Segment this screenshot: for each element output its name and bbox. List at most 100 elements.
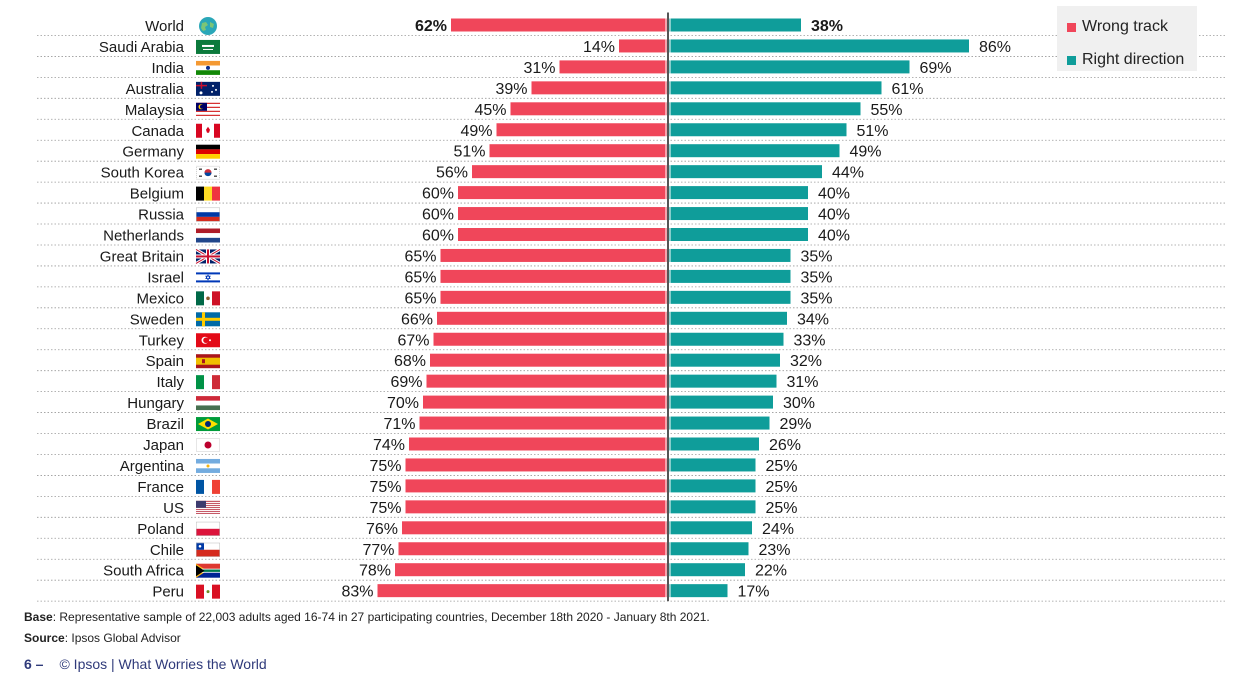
value-label-wrong-sweden: 66% xyxy=(401,311,433,328)
value-label-right-sweden: 34% xyxy=(797,311,829,328)
flag-part xyxy=(202,44,214,47)
bar-right-argentina xyxy=(668,458,756,472)
australia-flag-icon xyxy=(196,81,220,96)
bar-right-hungary xyxy=(668,395,773,409)
flag-part xyxy=(211,90,213,93)
flag-part xyxy=(196,291,204,306)
category-label-israel: Israel xyxy=(147,269,184,286)
flag-part xyxy=(212,375,220,390)
bar-right-spain xyxy=(668,353,780,367)
bar-right-brazil xyxy=(668,416,770,430)
flag-part xyxy=(196,207,220,222)
flag-part xyxy=(205,275,211,281)
value-label-wrong-israel: 65% xyxy=(404,269,436,286)
flag-part xyxy=(196,149,220,155)
category-labels: World Saudi Arabia India Australia Malaysia C… xyxy=(99,18,185,601)
value-label-wrong-south-africa: 78% xyxy=(359,563,391,580)
category-label-turkey: Turkey xyxy=(139,332,185,349)
category-label-great-britain: Great Britain xyxy=(100,248,184,265)
category-label-south-korea: South Korea xyxy=(101,165,185,182)
value-label-right-argentina: 25% xyxy=(766,458,798,475)
flag-part xyxy=(196,60,220,66)
flag-part xyxy=(196,255,220,258)
flag-part xyxy=(206,65,210,70)
flag-part xyxy=(204,172,212,177)
bar-right-mexico xyxy=(668,290,791,304)
flag-part xyxy=(196,280,220,283)
turkey-flag-icon xyxy=(196,333,220,348)
value-label-right-spain: 32% xyxy=(790,353,822,370)
flag-part xyxy=(196,405,220,411)
flag-part xyxy=(212,186,220,201)
bar-wrong-france xyxy=(405,479,668,493)
flag-part xyxy=(196,207,220,213)
value-label-right-germany: 49% xyxy=(850,144,882,161)
value-label-wrong-brazil: 71% xyxy=(383,416,415,433)
category-label-germany: Germany xyxy=(122,144,184,161)
flag-part xyxy=(196,144,220,150)
flag-part xyxy=(212,584,220,599)
value-label-wrong-france: 75% xyxy=(369,479,401,496)
chile-flag-icon xyxy=(196,542,220,557)
legend-item-right-direction: Right direction xyxy=(1067,50,1184,70)
bar-wrong-netherlands xyxy=(458,228,668,241)
category-label-peru: Peru xyxy=(152,584,184,601)
value-label-right-russia: 40% xyxy=(818,207,850,224)
category-label-australia: Australia xyxy=(126,81,185,98)
category-label-netherlands: Netherlands xyxy=(103,228,184,245)
flag-part xyxy=(212,291,220,306)
flag-part xyxy=(196,216,220,222)
legend: Wrong track Right direction xyxy=(1057,6,1197,71)
value-label-wrong-peru: 83% xyxy=(341,584,373,601)
italy-flag-icon xyxy=(196,375,220,390)
value-label-wrong-mexico: 65% xyxy=(404,290,436,307)
bar-right-south-korea xyxy=(668,165,822,179)
bar-right-australia xyxy=(668,81,882,95)
flag-part xyxy=(200,104,204,109)
flag-part xyxy=(203,48,213,50)
category-label-mexico: Mexico xyxy=(136,290,184,307)
flag-part xyxy=(196,563,220,571)
flag-part xyxy=(196,396,220,401)
value-label-right-france: 25% xyxy=(766,479,798,496)
value-labels: 62% 38% 14% 86% 31% 69% 39% 61% 45% 55% 49% 51% 51% 4… xyxy=(341,18,1011,601)
bar-wrong-belgium xyxy=(458,186,668,200)
category-label-argentina: Argentina xyxy=(120,458,185,475)
base-text: : Representative sample of 22,003 adults… xyxy=(52,610,710,624)
flag-part xyxy=(196,501,220,503)
value-label-right-israel: 35% xyxy=(801,269,833,286)
flags xyxy=(195,17,221,599)
bar-right-poland xyxy=(668,521,752,535)
category-label-india: India xyxy=(151,60,184,77)
bar-wrong-canada xyxy=(496,123,668,137)
value-label-right-malaysia: 55% xyxy=(871,102,903,119)
bar-right-turkey xyxy=(668,332,784,346)
bar-right-peru xyxy=(668,584,728,598)
bar-wrong-peru xyxy=(377,584,668,598)
spain-flag-icon xyxy=(196,354,220,369)
flag-part xyxy=(206,126,210,133)
value-label-wrong-poland: 76% xyxy=(366,521,398,538)
bar-wrong-mexico xyxy=(440,290,668,304)
flag-part xyxy=(214,123,220,138)
flag-part xyxy=(200,81,203,89)
source-label: Source xyxy=(24,631,65,645)
value-label-wrong-south-korea: 56% xyxy=(436,165,468,182)
category-label-france: France xyxy=(137,479,184,496)
flag-part xyxy=(196,500,220,502)
flag-part xyxy=(196,104,220,106)
value-label-wrong-spain: 68% xyxy=(394,353,426,370)
bar-wrong-saudi-arabia xyxy=(619,39,668,53)
flag-part xyxy=(204,186,212,201)
page-number: 6 – xyxy=(24,656,44,672)
flag-part xyxy=(206,590,210,594)
bar-right-italy xyxy=(668,374,777,388)
peru-flag-icon xyxy=(196,584,220,599)
flag-part xyxy=(196,542,220,557)
bar-wrong-australia xyxy=(531,81,668,95)
flag-part xyxy=(196,508,220,510)
bar-wrong-italy xyxy=(426,374,668,388)
flag-part xyxy=(196,500,206,508)
legend-label-right-direction: Right direction xyxy=(1082,51,1185,68)
category-label-belgium: Belgium xyxy=(130,186,184,203)
